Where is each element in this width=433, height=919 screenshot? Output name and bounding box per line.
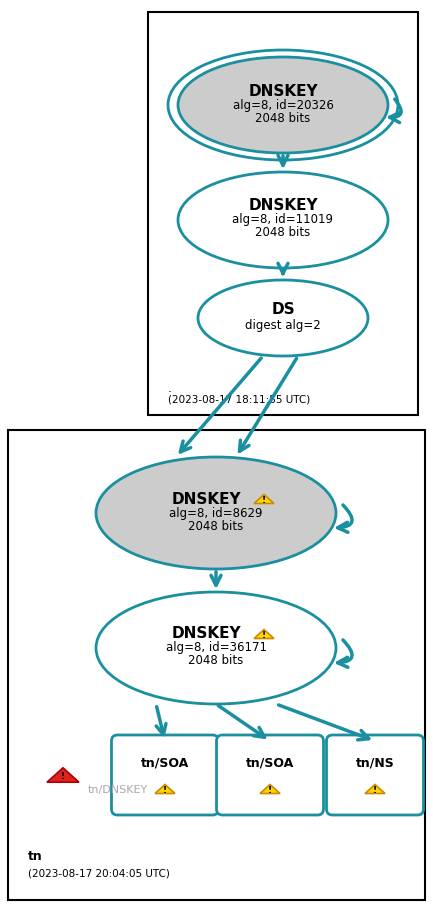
- Text: alg=8, id=36171: alg=8, id=36171: [165, 641, 266, 654]
- Text: alg=8, id=8629: alg=8, id=8629: [169, 506, 263, 519]
- Polygon shape: [47, 767, 79, 782]
- Bar: [148, 12, 418, 415]
- Ellipse shape: [178, 172, 388, 268]
- Text: DNSKEY: DNSKEY: [171, 492, 241, 506]
- Text: tn/SOA: tn/SOA: [141, 756, 189, 769]
- Text: !: !: [61, 772, 65, 781]
- Ellipse shape: [96, 592, 336, 704]
- Polygon shape: [260, 785, 280, 793]
- FancyBboxPatch shape: [326, 735, 423, 815]
- Text: 2048 bits: 2048 bits: [188, 519, 244, 532]
- FancyBboxPatch shape: [112, 735, 219, 815]
- Text: tn/SOA: tn/SOA: [246, 756, 294, 769]
- Text: !: !: [163, 786, 167, 795]
- Text: DNSKEY: DNSKEY: [248, 199, 318, 213]
- Text: tn/NS: tn/NS: [355, 756, 394, 769]
- Text: 2048 bits: 2048 bits: [255, 111, 310, 124]
- Text: 2048 bits: 2048 bits: [255, 226, 310, 240]
- Text: .: .: [168, 381, 172, 394]
- Text: 2048 bits: 2048 bits: [188, 654, 244, 667]
- Text: (2023-08-17 18:11:55 UTC): (2023-08-17 18:11:55 UTC): [168, 395, 310, 405]
- Polygon shape: [155, 785, 175, 793]
- Text: tn/DNSKEY: tn/DNSKEY: [88, 785, 148, 795]
- Text: DS: DS: [271, 302, 295, 317]
- Text: !: !: [262, 495, 266, 505]
- FancyBboxPatch shape: [216, 735, 323, 815]
- Text: alg=8, id=20326: alg=8, id=20326: [233, 98, 333, 111]
- Polygon shape: [254, 494, 274, 504]
- Text: !: !: [373, 786, 377, 795]
- Polygon shape: [365, 785, 385, 793]
- Text: tn: tn: [28, 849, 43, 863]
- Text: (2023-08-17 20:04:05 UTC): (2023-08-17 20:04:05 UTC): [28, 869, 170, 879]
- Ellipse shape: [96, 457, 336, 569]
- Bar: [8, 430, 425, 900]
- Text: !: !: [262, 630, 266, 640]
- Text: DNSKEY: DNSKEY: [171, 627, 241, 641]
- Text: !: !: [268, 786, 272, 795]
- Text: digest alg=2: digest alg=2: [245, 320, 321, 333]
- Ellipse shape: [178, 57, 388, 153]
- Ellipse shape: [198, 280, 368, 356]
- Polygon shape: [254, 630, 274, 639]
- Text: DNSKEY: DNSKEY: [248, 84, 318, 98]
- Text: alg=8, id=11019: alg=8, id=11019: [233, 213, 333, 226]
